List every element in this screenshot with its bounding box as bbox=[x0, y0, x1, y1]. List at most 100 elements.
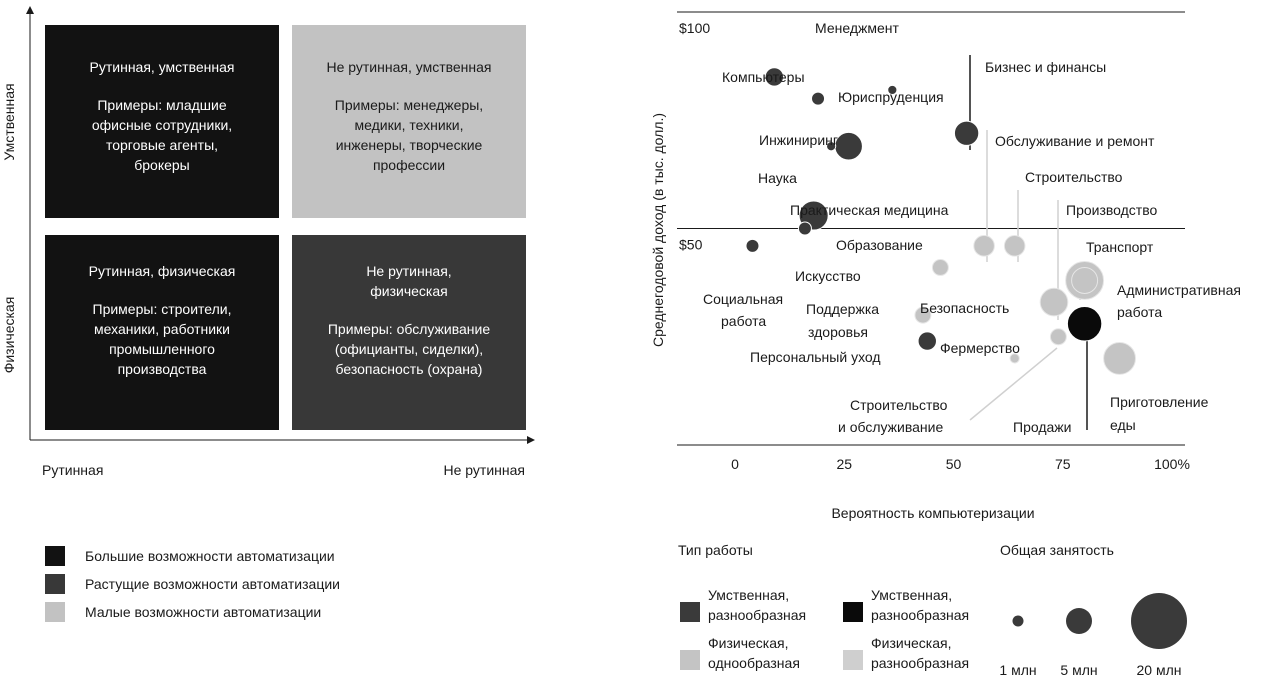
point-label: Персональный уход bbox=[750, 349, 881, 365]
bubble-point bbox=[1003, 235, 1026, 257]
matrix-legend: Большие возможности автоматизации Растущи… bbox=[45, 546, 340, 622]
quadrant-text-line: офисные сотрудники, bbox=[92, 117, 232, 133]
type-legend-swatch bbox=[843, 602, 863, 622]
type-legend: Тип работы Умственная, разнообразная Умстве… bbox=[678, 542, 969, 671]
point-label: Социальная работа bbox=[703, 291, 783, 329]
bubble-point bbox=[1049, 328, 1067, 346]
legend-swatch bbox=[45, 602, 65, 622]
bubble-point bbox=[811, 91, 826, 106]
quadrant-text-line: Примеры: обслуживание bbox=[328, 321, 490, 337]
point-label: Практическая медицина bbox=[790, 202, 949, 218]
matrix-x-label-left: Рутинная bbox=[42, 462, 103, 478]
quadrant-text-line: (официанты, сиделки), bbox=[335, 341, 483, 357]
point-label: Продажи bbox=[1013, 419, 1071, 435]
quadrant-box bbox=[45, 235, 279, 430]
bubble-point bbox=[826, 141, 837, 152]
point-label: Искусство bbox=[795, 268, 861, 284]
matrix-y-label-top: Умственная bbox=[1, 83, 17, 160]
quadrant-nonroutine-manual: Не рутинная, физическая Примеры: обслужива… bbox=[292, 235, 526, 430]
point-label: Обслуживание и ремонт bbox=[995, 133, 1155, 149]
point-label: Транспорт bbox=[1086, 239, 1154, 255]
point-label: Административная работа bbox=[1117, 282, 1241, 320]
quadrant-text-line: Рутинная, умственная bbox=[90, 59, 235, 75]
point-label: Инжиниринг bbox=[759, 132, 838, 148]
quadrant-text-line: Примеры: младшие bbox=[97, 97, 227, 113]
point-label: Бизнес и финансы bbox=[985, 59, 1106, 75]
bubble-point bbox=[797, 221, 812, 236]
quadrant-box bbox=[292, 235, 526, 430]
quadrant-nonroutine-cognitive: Не рутинная, умственная Примеры: менеджер… bbox=[292, 25, 526, 218]
type-legend-swatch bbox=[680, 602, 700, 622]
type-legend-label: разнообразная bbox=[871, 607, 969, 623]
matrix-x-arrow-icon bbox=[527, 436, 535, 444]
size-legend-label: 20 млн bbox=[1137, 662, 1182, 678]
y-tick-label: $100 bbox=[679, 20, 710, 36]
leader-line bbox=[969, 347, 1058, 421]
quadrant-routine-manual: Рутинная, физическая Примеры: строители, м… bbox=[45, 235, 279, 430]
point-label: Образование bbox=[836, 237, 923, 253]
bubble-chart: Менеджмент Бизнес и финансы Компьютеры Юрис… bbox=[650, 0, 1241, 678]
y-axis-label: Среднегодовой доход (в тыс. долл.) bbox=[650, 113, 666, 347]
size-legend-label: 1 млн bbox=[999, 662, 1036, 678]
point-label: Наука bbox=[758, 170, 797, 186]
quadrant-routine-cognitive: Рутинная, умственная Примеры: младшие офис… bbox=[45, 25, 279, 218]
x-tick-label: 25 bbox=[836, 456, 852, 472]
quadrant-text-line: торговые агенты, bbox=[106, 137, 218, 153]
bubble-point bbox=[1066, 306, 1103, 342]
type-legend-label: Умственная, bbox=[708, 587, 789, 603]
point-label: Поддержка здоровья bbox=[806, 301, 879, 340]
automation-matrix: Умственная Физическая Рутинная Не рутинн… bbox=[1, 6, 535, 622]
x-tick-label: 100% bbox=[1154, 456, 1190, 472]
y-tick-label: $50 bbox=[679, 237, 703, 253]
bubble-point bbox=[764, 67, 785, 87]
type-legend-swatch bbox=[843, 650, 863, 670]
bubble-point bbox=[973, 235, 995, 257]
size-legend: Общая занятость 1 млн 5 млн 20 млн bbox=[999, 542, 1187, 678]
bubble-point bbox=[917, 331, 937, 351]
quadrant-text-line: Примеры: строители, bbox=[93, 301, 232, 317]
quadrant-text-line: физическая bbox=[370, 283, 447, 299]
type-legend-label: разнообразная bbox=[708, 607, 806, 623]
quadrant-box bbox=[45, 25, 279, 218]
bubble-point bbox=[834, 131, 863, 161]
point-label: Строительство bbox=[1025, 169, 1123, 185]
x-tick-label: 0 bbox=[731, 456, 739, 472]
bubble-point bbox=[914, 306, 932, 324]
size-legend-label: 5 млн bbox=[1060, 662, 1097, 678]
point-label: Фермерство bbox=[940, 340, 1020, 356]
legend-swatch bbox=[45, 546, 65, 566]
bubble-point bbox=[745, 238, 760, 253]
quadrant-text-line: Рутинная, физическая bbox=[89, 263, 236, 279]
quadrant-text-line: профессии bbox=[373, 157, 445, 173]
quadrant-text-line: безопасность (охрана) bbox=[336, 361, 483, 377]
bubble-point bbox=[1039, 287, 1069, 317]
point-label: Производство bbox=[1066, 202, 1157, 218]
quadrant-text-line: инженеры, творческие bbox=[336, 137, 483, 153]
type-legend-label: Физическая, bbox=[871, 635, 951, 651]
type-legend-label: Умственная, bbox=[871, 587, 952, 603]
quadrant-text-line: механики, работники bbox=[94, 321, 230, 337]
legend-label: Малые возможности автоматизации bbox=[85, 604, 321, 620]
quadrant-text-line: Примеры: менеджеры, bbox=[335, 97, 483, 113]
point-label: Юриспруденция bbox=[838, 89, 944, 105]
type-legend-label: разнообразная bbox=[871, 655, 969, 671]
x-tick-label: 50 bbox=[946, 456, 962, 472]
legend-label: Большие возможности автоматизации bbox=[85, 548, 335, 564]
type-legend-title: Тип работы bbox=[678, 542, 753, 558]
bubble-point bbox=[931, 259, 949, 276]
matrix-x-label-right: Не рутинная bbox=[444, 462, 525, 478]
point-label: Строительство и обслуживание bbox=[838, 397, 948, 435]
size-legend-bubble bbox=[1131, 593, 1187, 649]
bubble-point bbox=[1103, 341, 1136, 375]
legend-label: Растущие возможности автоматизации bbox=[85, 576, 340, 592]
x-axis-label: Вероятность компьютеризации bbox=[831, 505, 1034, 521]
size-legend-title: Общая занятость bbox=[1000, 542, 1114, 558]
quadrant-box bbox=[292, 25, 526, 218]
legend-swatch bbox=[45, 574, 65, 594]
type-legend-label: однообразная bbox=[708, 655, 800, 671]
quadrant-text-line: Не рутинная, bbox=[366, 263, 451, 279]
point-label: Безопасность bbox=[920, 300, 1009, 316]
type-legend-swatch bbox=[680, 650, 700, 670]
quadrant-text-line: брокеры bbox=[134, 157, 190, 173]
